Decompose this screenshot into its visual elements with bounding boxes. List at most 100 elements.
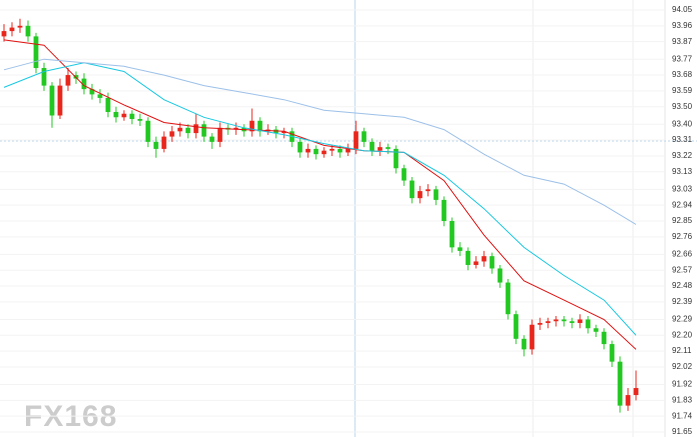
candle-body	[377, 147, 383, 151]
candle-body	[345, 148, 351, 153]
candle-body	[185, 127, 191, 134]
y-tick-label: 92.29	[672, 315, 693, 324]
candle-body	[305, 148, 311, 153]
candle-body	[233, 127, 239, 130]
y-tick-label: 92.20	[672, 330, 693, 339]
y-tick-label: 91.92	[672, 380, 693, 389]
candle-body	[321, 150, 327, 155]
y-tick-label: 93.96	[672, 21, 693, 30]
candle-body	[569, 321, 575, 323]
candle-body	[425, 189, 431, 192]
candle-body	[337, 148, 343, 153]
candle-body	[465, 250, 471, 265]
y-tick-label: 93.59	[672, 86, 693, 95]
candle-body	[385, 147, 391, 149]
candle-body	[417, 191, 423, 199]
candle-body	[545, 321, 551, 323]
y-tick-label: 93.50	[672, 102, 693, 111]
candle-body	[329, 148, 335, 151]
y-tick-label: 92.57	[672, 265, 693, 274]
candle-body	[537, 322, 543, 325]
candle-body	[57, 85, 63, 116]
candle-body	[137, 119, 143, 121]
candle-body	[457, 247, 463, 251]
y-tick-label: 91.74	[672, 411, 693, 420]
y-tick-label: 92.66	[672, 250, 693, 259]
y-tick-label: 93.22	[672, 151, 693, 160]
candle-body	[577, 319, 583, 323]
y-tick-label: 92.39	[672, 297, 693, 306]
y-tick-label: 93.40	[672, 119, 693, 128]
y-tick-label: 93.87	[672, 37, 693, 46]
moving-average	[3, 58, 637, 225]
candle-body	[33, 36, 39, 69]
plot: 94.05 93.96 93.87 93.77 93.68 93.59 93.50 93.40…	[0, 5, 693, 436]
candle-body	[505, 282, 511, 315]
candle-body	[489, 256, 495, 269]
candle-body	[169, 131, 175, 137]
candle-body	[513, 314, 519, 339]
moving-average	[3, 62, 637, 336]
candle-body	[41, 68, 47, 86]
candle-body	[281, 131, 287, 134]
moving-average	[3, 39, 637, 350]
y-tick-label: 91.65	[672, 427, 693, 436]
candle-body	[625, 395, 631, 406]
candle-body	[49, 85, 55, 116]
candle-body	[433, 189, 439, 200]
y-tick-label: 92.02	[672, 362, 693, 371]
candle-body	[113, 111, 119, 118]
candle-body	[633, 388, 639, 396]
candle-body	[481, 256, 487, 262]
y-tick-label: 93.31	[672, 135, 693, 144]
candle-body	[521, 338, 527, 350]
candle-body	[401, 168, 407, 181]
y-tick-label: 94.05	[672, 5, 693, 14]
candle-body	[145, 120, 151, 142]
candle-body	[529, 324, 535, 350]
y-tick-label: 92.94	[672, 200, 693, 209]
candle-body	[89, 89, 95, 95]
y-tick-label: 91.83	[672, 395, 693, 404]
candle-body	[585, 319, 591, 329]
candle-body	[409, 180, 415, 199]
candle-body	[353, 131, 359, 149]
candle-body	[617, 361, 623, 406]
candle-body	[17, 25, 23, 28]
y-tick-label: 93.77	[672, 54, 693, 63]
candle-body	[441, 199, 447, 221]
candle-body	[25, 25, 31, 37]
candle-body	[129, 113, 135, 120]
y-tick-label: 92.11	[672, 346, 692, 355]
candle-body	[1, 31, 7, 37]
candle-body	[249, 120, 255, 132]
candle-body	[177, 127, 183, 132]
candle-body	[449, 221, 455, 248]
y-tick-label: 92.76	[672, 232, 693, 241]
candle-body	[609, 344, 615, 362]
candle-body	[313, 148, 319, 155]
candle-body	[257, 120, 263, 132]
candle-body	[81, 78, 87, 90]
y-tick-label: 93.68	[672, 70, 693, 79]
candle-body	[593, 328, 599, 332]
candle-body	[201, 124, 207, 137]
candle-body	[497, 268, 503, 283]
candle-body	[393, 148, 399, 169]
candle-body	[553, 319, 559, 322]
y-tick-label: 93.13	[672, 167, 693, 176]
candle-body	[97, 94, 103, 98]
candle-body	[105, 97, 111, 112]
y-tick-label: 92.48	[672, 281, 693, 290]
candle-body	[473, 261, 479, 265]
candle-body	[369, 141, 375, 151]
candle-body	[209, 136, 215, 142]
candle-body	[153, 141, 159, 149]
candle-body	[601, 331, 607, 345]
y-tick-label: 93.03	[672, 184, 693, 193]
candle-body	[193, 124, 199, 134]
candle-body	[561, 319, 567, 322]
candle-body	[9, 27, 15, 32]
